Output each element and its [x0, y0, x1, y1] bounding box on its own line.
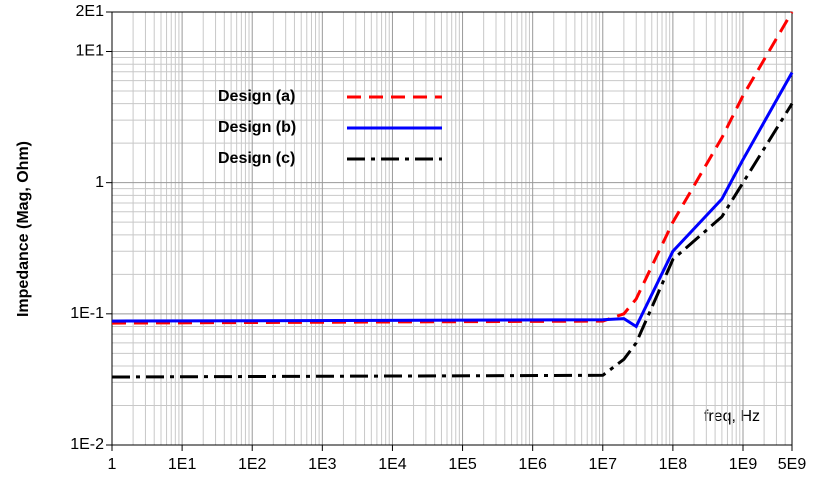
y-tick-label: 1E1	[76, 43, 105, 60]
plot-frame	[111, 11, 793, 446]
series-line	[111, 102, 794, 379]
x-tick-label: 1	[108, 456, 117, 473]
y-axis-label: Impedance (Mag, Ohm)	[15, 141, 32, 317]
legend-label: Design (b)	[218, 119, 296, 136]
legend-label: Design (a)	[218, 88, 295, 105]
x-tick-label: 1E2	[238, 456, 267, 473]
x-tick-label: 5E9	[778, 456, 807, 473]
x-tick-label: 1E9	[729, 456, 758, 473]
x-tick-label: 1E8	[659, 456, 688, 473]
x-tick-label: 1E7	[589, 456, 618, 473]
x-tick-label: 1E3	[308, 456, 337, 473]
y-tick-label: 2E1	[76, 3, 105, 20]
x-tick-label: 1E6	[518, 456, 547, 473]
legend-label: Design (c)	[218, 150, 295, 167]
x-tick-label: 1E5	[448, 456, 477, 473]
y-tick-label: 1E-1	[70, 305, 104, 322]
x-tick-label: 1E1	[168, 456, 197, 473]
x-tick-label: 1E4	[378, 456, 407, 473]
grid	[106, 11, 793, 451]
series-line	[111, 71, 794, 329]
y-tick-label: 1	[95, 174, 104, 191]
y-tick-label: 1E-2	[70, 436, 104, 453]
